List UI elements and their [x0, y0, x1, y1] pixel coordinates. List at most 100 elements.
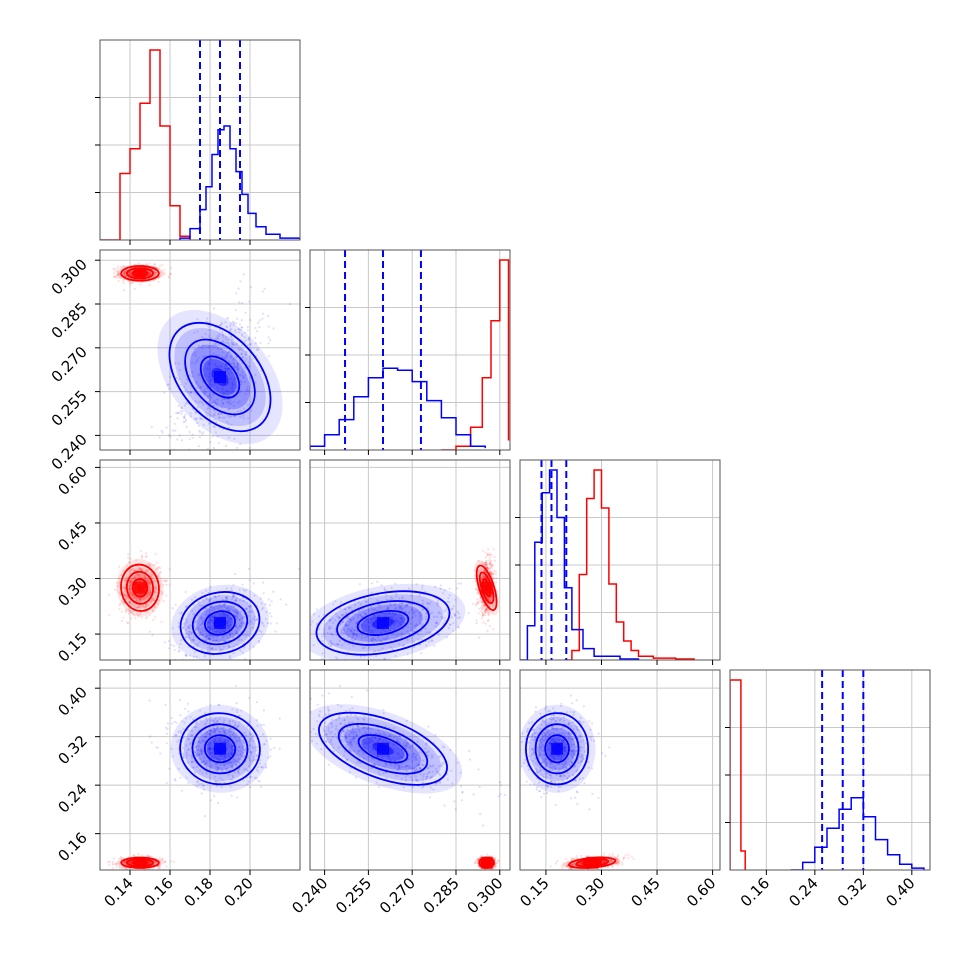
scatter-point — [268, 326, 270, 328]
scatter-point — [174, 649, 176, 651]
scatter-point — [213, 307, 215, 309]
scatter-point — [159, 436, 161, 438]
scatter-point — [263, 724, 265, 726]
scatter-point — [155, 553, 157, 555]
scatter-point — [199, 436, 201, 438]
scatter-point — [192, 437, 194, 439]
scatter-point — [269, 755, 271, 757]
scatter-point — [185, 591, 187, 593]
scatter-point — [241, 302, 243, 304]
scatter-point — [328, 660, 330, 662]
scatter-point — [174, 430, 176, 432]
scatter-point — [495, 596, 497, 598]
scatter-point — [172, 607, 174, 609]
scatter-point — [207, 662, 209, 664]
scatter-point — [178, 650, 180, 652]
scatter-point — [485, 556, 487, 558]
scatter-point — [456, 587, 458, 589]
scatter-point — [248, 568, 250, 570]
scatter-point — [271, 600, 273, 602]
scatter-point — [168, 640, 170, 642]
scatter-point — [192, 662, 194, 664]
scatter-point — [239, 280, 241, 282]
scatter-point — [185, 655, 187, 657]
scatter-point — [482, 622, 484, 624]
scatter-point — [169, 584, 171, 586]
scatter-point — [178, 451, 180, 453]
scatter-point — [170, 860, 172, 862]
scatter-point — [495, 573, 497, 575]
scatter-point — [181, 410, 183, 412]
panel-3-0 — [95, 670, 300, 875]
scatter-point — [239, 323, 241, 325]
scatter-point — [113, 857, 115, 859]
scatter-point — [475, 605, 477, 607]
scatter-point — [165, 584, 167, 586]
scatter-point — [114, 270, 116, 272]
scatter-point — [236, 318, 238, 320]
scatter-point — [247, 329, 249, 331]
scatter-point — [127, 557, 129, 559]
scatter-point — [151, 426, 153, 428]
scatter-point — [138, 262, 140, 264]
scatter-point — [145, 552, 147, 554]
scatter-point — [206, 455, 208, 457]
scatter-point — [482, 550, 484, 552]
scatter-point — [163, 269, 165, 271]
scatter-point — [198, 445, 200, 447]
scatter-point — [305, 649, 307, 651]
scatter-point — [141, 854, 143, 856]
scatter-point — [140, 550, 142, 552]
density-peak — [214, 371, 226, 383]
scatter-point — [235, 292, 237, 294]
scatter-point — [123, 289, 125, 291]
scatter-point — [158, 566, 160, 568]
scatter-point — [108, 864, 110, 866]
scatter-point — [256, 330, 258, 332]
scatter-point — [269, 339, 271, 341]
scatter-point — [258, 326, 260, 328]
scatter-point — [163, 600, 165, 602]
scatter-point — [305, 647, 307, 649]
scatter-point — [487, 614, 489, 616]
scatter-point — [218, 442, 220, 444]
scatter-point — [490, 571, 492, 573]
scatter-point — [449, 588, 451, 590]
scatter-point — [490, 554, 492, 556]
scatter-point — [245, 312, 247, 314]
scatter-point — [170, 416, 172, 418]
scatter-point — [376, 581, 378, 583]
scatter-point — [457, 583, 459, 585]
scatter-point — [489, 557, 491, 559]
scatter-point — [112, 861, 114, 863]
scatter-point — [152, 634, 154, 636]
scatter-point — [200, 660, 202, 662]
scatter-point — [253, 582, 255, 584]
scatter-point — [280, 598, 282, 600]
scatter-point — [186, 666, 188, 668]
scatter-point — [375, 665, 377, 667]
scatter-point — [172, 429, 174, 431]
scatter-point — [168, 647, 170, 649]
scatter-point — [183, 416, 185, 418]
scatter-point — [478, 612, 480, 614]
scatter-point — [117, 266, 119, 268]
scatter-point — [201, 457, 203, 459]
scatter-point — [225, 445, 227, 447]
scatter-point — [134, 617, 136, 619]
scatter-point — [292, 663, 294, 665]
scatter-point — [141, 557, 143, 559]
panel-1-1 — [305, 250, 510, 455]
scatter-point — [301, 620, 303, 622]
scatter-point — [485, 623, 487, 625]
scatter-point — [123, 282, 125, 284]
scatter-point — [146, 616, 148, 618]
scatter-point — [486, 630, 488, 632]
scatter-point — [487, 619, 489, 621]
scatter-point — [420, 652, 422, 654]
scatter-point — [262, 313, 264, 315]
scatter-point — [180, 413, 182, 415]
density-peak — [377, 617, 389, 629]
scatter-point — [460, 583, 462, 585]
scatter-point — [249, 447, 251, 449]
